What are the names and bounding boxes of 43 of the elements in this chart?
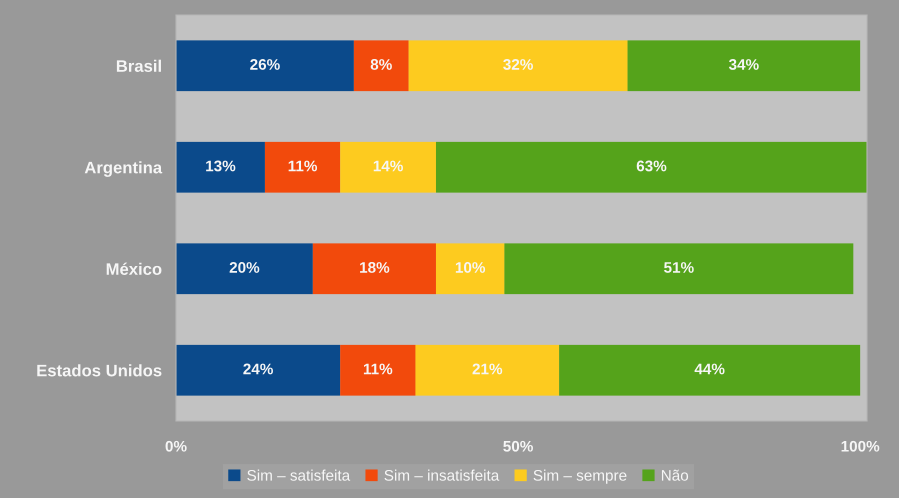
bar (312, 243, 436, 294)
data-label: 8% (370, 59, 392, 70)
bar (176, 40, 354, 92)
bar (340, 142, 436, 193)
data-label: 34% (728, 59, 759, 70)
data-label: 26% (250, 59, 280, 70)
legend-label: Sim – satisfeita (247, 470, 350, 481)
bar (340, 344, 416, 396)
y-tick-label: México (106, 262, 162, 275)
x-tick-label: 0% (166, 440, 187, 452)
data-label: 10% (456, 262, 486, 273)
legend-label: Não (662, 470, 688, 481)
data-label: 32% (503, 59, 533, 70)
data-label: 21% (472, 364, 502, 374)
bar (354, 40, 409, 92)
bar (408, 40, 628, 92)
bar (436, 243, 504, 294)
bar (176, 243, 313, 294)
y-tick-label: Argentina (84, 161, 162, 177)
legend-label: Sim – sempre (534, 470, 626, 484)
data-label: 51% (664, 262, 694, 273)
data-label: 20% (230, 262, 260, 273)
bar (176, 344, 340, 396)
data-label: 63% (636, 160, 666, 172)
x-tick-label: 100% (842, 440, 880, 452)
data-label: 44% (694, 364, 725, 374)
bar (559, 344, 860, 396)
data-label: 11% (364, 364, 392, 374)
x-tick-label: 50% (503, 440, 533, 452)
bar (504, 243, 854, 294)
data-label: 14% (374, 160, 403, 172)
bar (176, 142, 265, 193)
bar (264, 142, 340, 193)
y-tick-label: Estados Unidos (37, 364, 162, 376)
y-tick-label: Brasil (116, 60, 161, 72)
data-label: 24% (243, 364, 273, 374)
data-label: 13% (206, 160, 236, 172)
bar (628, 40, 860, 92)
legend-label: Sim – insatisfeita (384, 470, 500, 481)
bar (415, 344, 560, 396)
bar (436, 142, 867, 193)
data-label: 11% (288, 160, 318, 172)
data-label: 18% (360, 262, 390, 273)
